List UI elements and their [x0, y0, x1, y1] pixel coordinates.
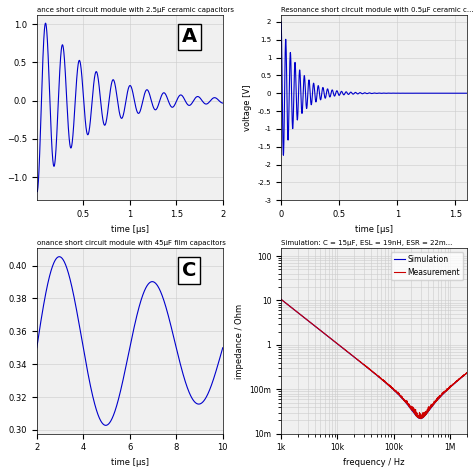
Measurement: [369, 368, 374, 374]
Simulation: [418, 416, 423, 421]
Legend: Simulation, Measurement: Simulation, Measurement: [391, 252, 463, 280]
Text: ance short circuit module with 2.5μF ceramic capacitors: ance short circuit module with 2.5μF cer…: [37, 7, 234, 13]
Simulation: [364, 364, 369, 370]
Text: Resonance short circuit module with 0.5μF ceramic c...: Resonance short circuit module with 0.5μ…: [281, 7, 474, 13]
Y-axis label: voltage [V]: voltage [V]: [243, 84, 252, 131]
Measurement: [278, 297, 284, 302]
Text: Simulation: C = 15μF, ESL = 19nH, ESR = 22m...: Simulation: C = 15μF, ESL = 19nH, ESR = …: [281, 240, 453, 246]
Text: C: C: [182, 261, 196, 280]
Measurement: [364, 364, 369, 370]
Measurement: [418, 416, 423, 421]
Simulation: [464, 370, 470, 376]
Measurement: [459, 374, 465, 380]
X-axis label: time [μs]: time [μs]: [111, 225, 149, 234]
Y-axis label: impedance / Ohm: impedance / Ohm: [235, 303, 244, 379]
Measurement: [288, 304, 293, 310]
Simulation: [369, 368, 374, 374]
Simulation: [278, 297, 284, 302]
Simulation: [425, 410, 430, 415]
Simulation: [459, 374, 465, 380]
Measurement: [425, 408, 430, 414]
X-axis label: time [μs]: time [μs]: [355, 225, 393, 234]
Text: A: A: [182, 27, 197, 46]
Line: Measurement: Measurement: [281, 300, 467, 419]
Measurement: [459, 374, 465, 380]
Simulation: [288, 304, 293, 310]
X-axis label: frequency / Hz: frequency / Hz: [343, 458, 405, 467]
X-axis label: time [μs]: time [μs]: [111, 458, 149, 467]
Text: onance short circuit module with 45μF film capacitors: onance short circuit module with 45μF fi…: [37, 240, 226, 246]
Simulation: [459, 374, 465, 380]
Measurement: [464, 370, 470, 375]
Line: Simulation: Simulation: [281, 300, 467, 419]
